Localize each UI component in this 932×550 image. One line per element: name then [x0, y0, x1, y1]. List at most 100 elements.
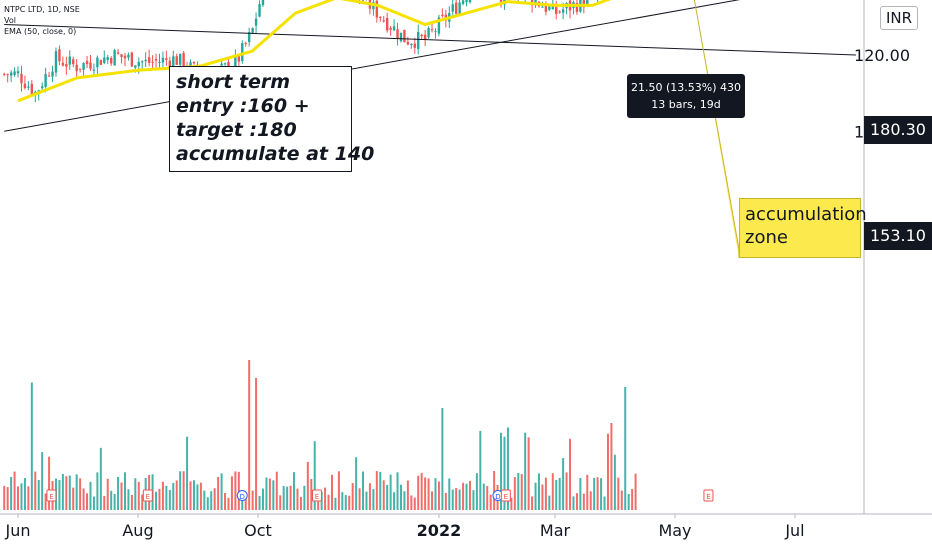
volume-bar	[420, 472, 423, 510]
volume-bar	[431, 491, 434, 510]
volume-bar	[265, 477, 268, 510]
time-tick[interactable]: Jul	[784, 521, 804, 540]
candle-body	[161, 57, 165, 63]
volume-bar	[579, 477, 582, 510]
candle-body	[244, 42, 247, 44]
volume-bar	[289, 485, 292, 510]
candle-body	[168, 60, 172, 68]
volume-bar	[37, 480, 40, 510]
legend-volume[interactable]: Vol	[4, 16, 16, 25]
currency-label[interactable]: INR	[880, 6, 918, 30]
volume-bar	[462, 482, 465, 510]
volume-bar	[293, 472, 296, 510]
volume-bar	[572, 496, 575, 510]
earnings-icon	[142, 489, 153, 502]
volume-bar	[330, 474, 333, 510]
price-tick[interactable]: 120.00	[854, 46, 910, 65]
volume-bar	[237, 471, 240, 510]
note-line: short term	[176, 71, 291, 93]
time-tick[interactable]: May	[658, 521, 691, 540]
volume-bar	[424, 477, 427, 510]
candle-body	[544, 4, 548, 12]
volume-bar	[189, 481, 192, 510]
trendlines	[4, 0, 856, 132]
time-tick[interactable]: Mar	[540, 521, 571, 540]
candle-body	[58, 49, 61, 62]
event-marker: E	[500, 489, 511, 502]
candle-body	[441, 14, 444, 16]
candle-body	[178, 53, 182, 65]
volume-bar	[75, 474, 78, 510]
volume-bars	[3, 360, 637, 510]
volume-bar	[372, 489, 375, 510]
time-tick[interactable]: Oct	[244, 521, 272, 540]
volume-bar	[61, 473, 64, 510]
volume-bar	[455, 488, 458, 510]
candle-body	[172, 56, 175, 70]
dividend-icon	[236, 490, 248, 501]
volume-bar	[99, 447, 102, 510]
volume-bar	[92, 496, 95, 510]
volume-bar	[227, 497, 230, 510]
measure-change: 21.50 (13.53%) 430	[630, 81, 741, 94]
volume-bar	[175, 480, 178, 510]
volume-bar	[172, 482, 175, 510]
volume-bar	[472, 490, 475, 510]
volume-bar	[537, 473, 540, 510]
legend-symbol[interactable]: NTPC LTD, 1D, NSE	[4, 5, 80, 14]
volume-bar	[327, 494, 330, 510]
event-marker-letter: E	[504, 493, 508, 501]
volume-bar	[482, 483, 485, 510]
volume-bar	[441, 408, 444, 510]
volume-bar	[569, 438, 572, 510]
candle-body	[434, 30, 437, 32]
candle-body	[113, 50, 116, 66]
legend-ema[interactable]: EMA (50, close, 0)	[4, 27, 77, 36]
event-marker: E	[703, 489, 714, 502]
volume-bar	[358, 488, 361, 510]
time-tick[interactable]: 2022	[417, 521, 462, 540]
candle-body	[258, 4, 261, 17]
volume-bar	[524, 432, 527, 510]
volume-bar	[299, 496, 302, 510]
volume-bar	[168, 489, 171, 510]
volume-bar	[337, 471, 340, 510]
volume-bar	[351, 483, 354, 510]
volume-bar	[44, 493, 47, 510]
volume-bar	[451, 489, 454, 510]
earnings-icon	[703, 489, 714, 502]
volume-bar	[434, 478, 437, 510]
volume-bar	[127, 489, 130, 510]
candle-body	[85, 60, 89, 65]
volume-bar	[355, 457, 358, 510]
candle-body	[147, 57, 151, 63]
candle-body	[389, 27, 392, 30]
volume-bar	[79, 478, 82, 510]
volume-bar	[365, 491, 368, 510]
trade-note-box[interactable]: short term entry :160 + target :180 accu…	[169, 66, 374, 172]
volume-bar	[534, 482, 537, 510]
candle-body	[558, 11, 561, 13]
volume-bar	[586, 474, 589, 510]
volume-bar	[517, 472, 520, 510]
earnings-icon	[46, 489, 57, 502]
volume-bar	[555, 480, 558, 510]
candle-body	[141, 61, 144, 63]
time-tick[interactable]: Aug	[122, 521, 153, 540]
volume-bar	[58, 480, 61, 510]
event-marker: E	[46, 489, 57, 502]
volume-bar	[155, 491, 158, 510]
current-price-label: 153.10	[864, 222, 932, 250]
accumulation-callout[interactable]: accumulation zone	[739, 198, 867, 258]
time-tick[interactable]: Jun	[5, 521, 31, 540]
volume-bar	[106, 478, 109, 510]
volume-bar	[427, 478, 430, 510]
candle-body	[44, 74, 47, 87]
note-line: entry :160 +	[176, 95, 310, 117]
candle-body	[134, 65, 137, 68]
volume-bar	[296, 488, 299, 510]
time-axis[interactable]: Jun Aug Oct 2022 Mar May Jul	[5, 514, 805, 540]
target-price-label: 180.30	[864, 116, 932, 144]
